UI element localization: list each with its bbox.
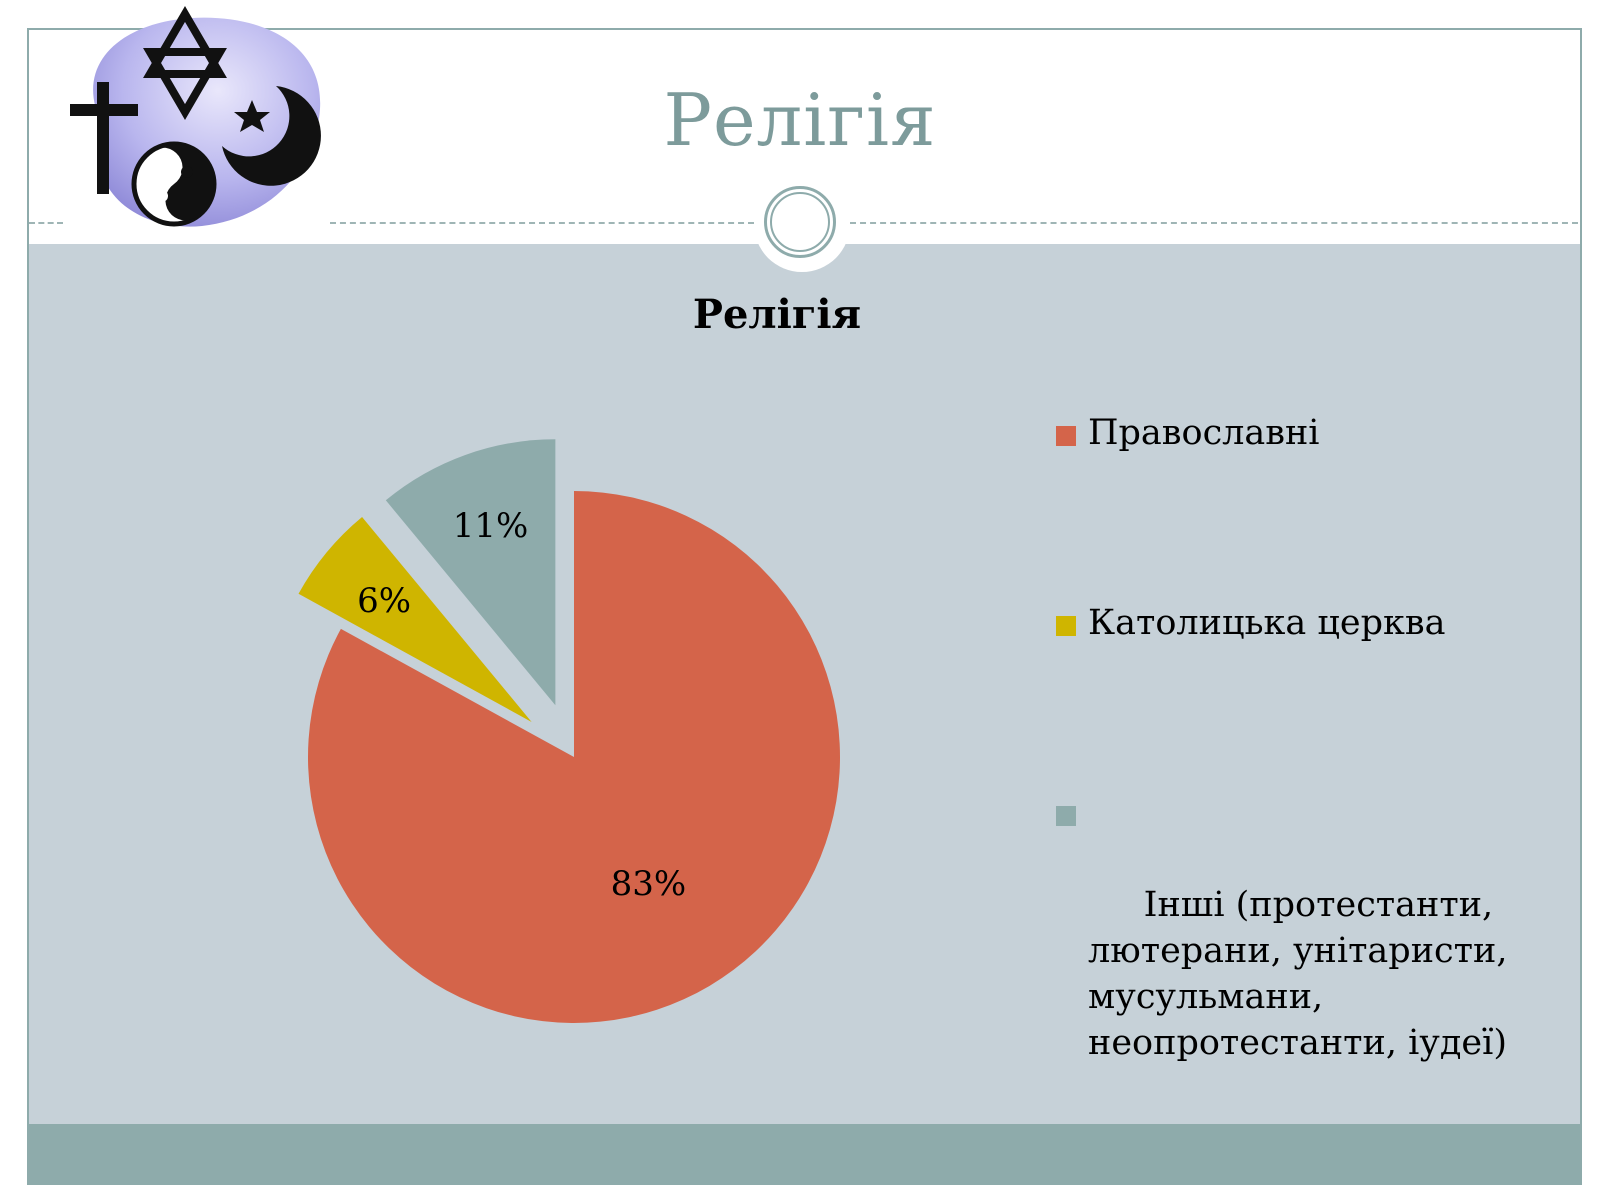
pie-slice-others [385,439,556,706]
legend-item-others: Інші (протестанти, лютерани, унітаристи,… [1056,790,1556,1112]
legend-label-others: Інші (протестанти, лютерани, унітаристи,… [1088,885,1519,1063]
slide-frame [27,28,1582,1185]
circle-ring-outer [764,186,836,258]
bottom-band [29,1124,1580,1183]
chart-legend: Православні Католицька церква Інші (прот… [1056,410,1556,1112]
legend-swatch-others [1056,806,1076,826]
header-divider-left [29,222,63,224]
star-of-david-icon [143,6,227,120]
legend-swatch-catholic [1056,616,1076,636]
pie-labels: 83% 6% 11% [357,506,686,904]
legend-item-catholic: Католицька церква [1056,600,1556,646]
legend-swatch-orthodox [1056,426,1076,446]
religious-symbols-icon [70,6,321,227]
pie-chart: Релігія 83% 6% 11% [298,291,861,1023]
cross-icon [70,82,138,194]
pie-slice-catholic [298,516,532,722]
pie-slices [298,439,840,1023]
pie-slice-orthodox [308,491,840,1023]
header-divider-middle [330,222,754,224]
slide-title: Релігія [663,78,937,162]
legend-label-orthodox: Православні [1088,413,1320,453]
legend-label-catholic: Католицька церква [1088,603,1446,643]
header-divider-right [850,222,1578,224]
yin-yang-icon [131,141,217,227]
pie-label-others: 11% [453,506,529,546]
circle-ring-inner [770,192,830,252]
chart-title: Релігія [693,291,861,338]
pie-label-orthodox: 83% [611,864,687,904]
legend-item-orthodox: Православні [1056,410,1556,456]
pie-label-catholic: 6% [357,581,411,621]
crescent-star-icon [222,86,321,186]
